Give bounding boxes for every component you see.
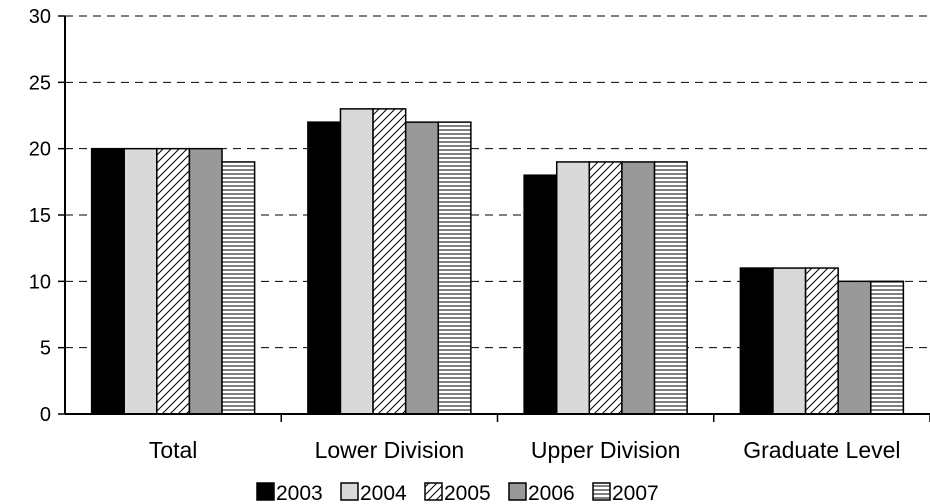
- bar-2005-upper-division: [588, 161, 623, 415]
- legend-label-2003: 2003: [276, 482, 323, 504]
- bar-2004-lower-division: [339, 108, 374, 415]
- y-tick-label: 5: [40, 338, 51, 360]
- bar-2003-upper-division: [523, 174, 558, 415]
- bar-2003-graduate-level: [739, 267, 774, 415]
- bar-2007-lower-division: [437, 121, 472, 415]
- legend-label-2005: 2005: [444, 482, 491, 504]
- bar-2005-lower-division: [372, 108, 407, 415]
- legend-swatch-2004: [340, 482, 359, 501]
- x-category-label: Graduate Level: [743, 437, 900, 463]
- y-tick-label: 25: [29, 72, 51, 94]
- bar-2006-graduate-level: [837, 280, 872, 415]
- bar-2003-lower-division: [307, 121, 342, 415]
- y-tick-label: 10: [29, 271, 51, 293]
- y-tick-label: 30: [29, 6, 51, 28]
- bar-2006-lower-division: [404, 121, 440, 415]
- y-tick-label: 20: [29, 139, 51, 161]
- bar-2007-upper-division: [653, 161, 688, 415]
- bars: [90, 108, 905, 415]
- legend-label-2006: 2006: [528, 482, 575, 504]
- x-category-label: Lower Division: [315, 437, 465, 463]
- x-category-label: Upper Division: [531, 437, 681, 463]
- bar-2005-total: [156, 147, 191, 415]
- bar-2005-graduate-level: [804, 267, 839, 415]
- x-category-label: Total: [149, 437, 198, 463]
- bar-2003-total: [90, 147, 125, 415]
- legend-label-2007: 2007: [612, 482, 659, 504]
- bar-2007-graduate-level: [870, 280, 905, 415]
- axes: 0 5 10 15 20 25 30 Total Lower Division Upper Div…: [29, 6, 930, 463]
- bar-2004-total: [123, 147, 158, 415]
- y-tick-label: 0: [40, 404, 51, 426]
- bar-2004-upper-division: [555, 161, 591, 415]
- legend-swatch-2005: [424, 482, 443, 501]
- legend-label-2004: 2004: [360, 482, 407, 504]
- bar-2007-total: [221, 161, 256, 415]
- bar-2004-graduate-level: [772, 267, 807, 415]
- legend: 2003 2004 2005 2006 2007: [256, 482, 659, 504]
- y-tick-label: 15: [29, 205, 51, 227]
- legend-swatch-2003: [256, 482, 275, 501]
- legend-swatch-2006: [508, 482, 527, 501]
- bar-2006-upper-division: [621, 161, 656, 415]
- legend-swatch-2007: [592, 482, 611, 501]
- bar-2006-total: [188, 147, 223, 415]
